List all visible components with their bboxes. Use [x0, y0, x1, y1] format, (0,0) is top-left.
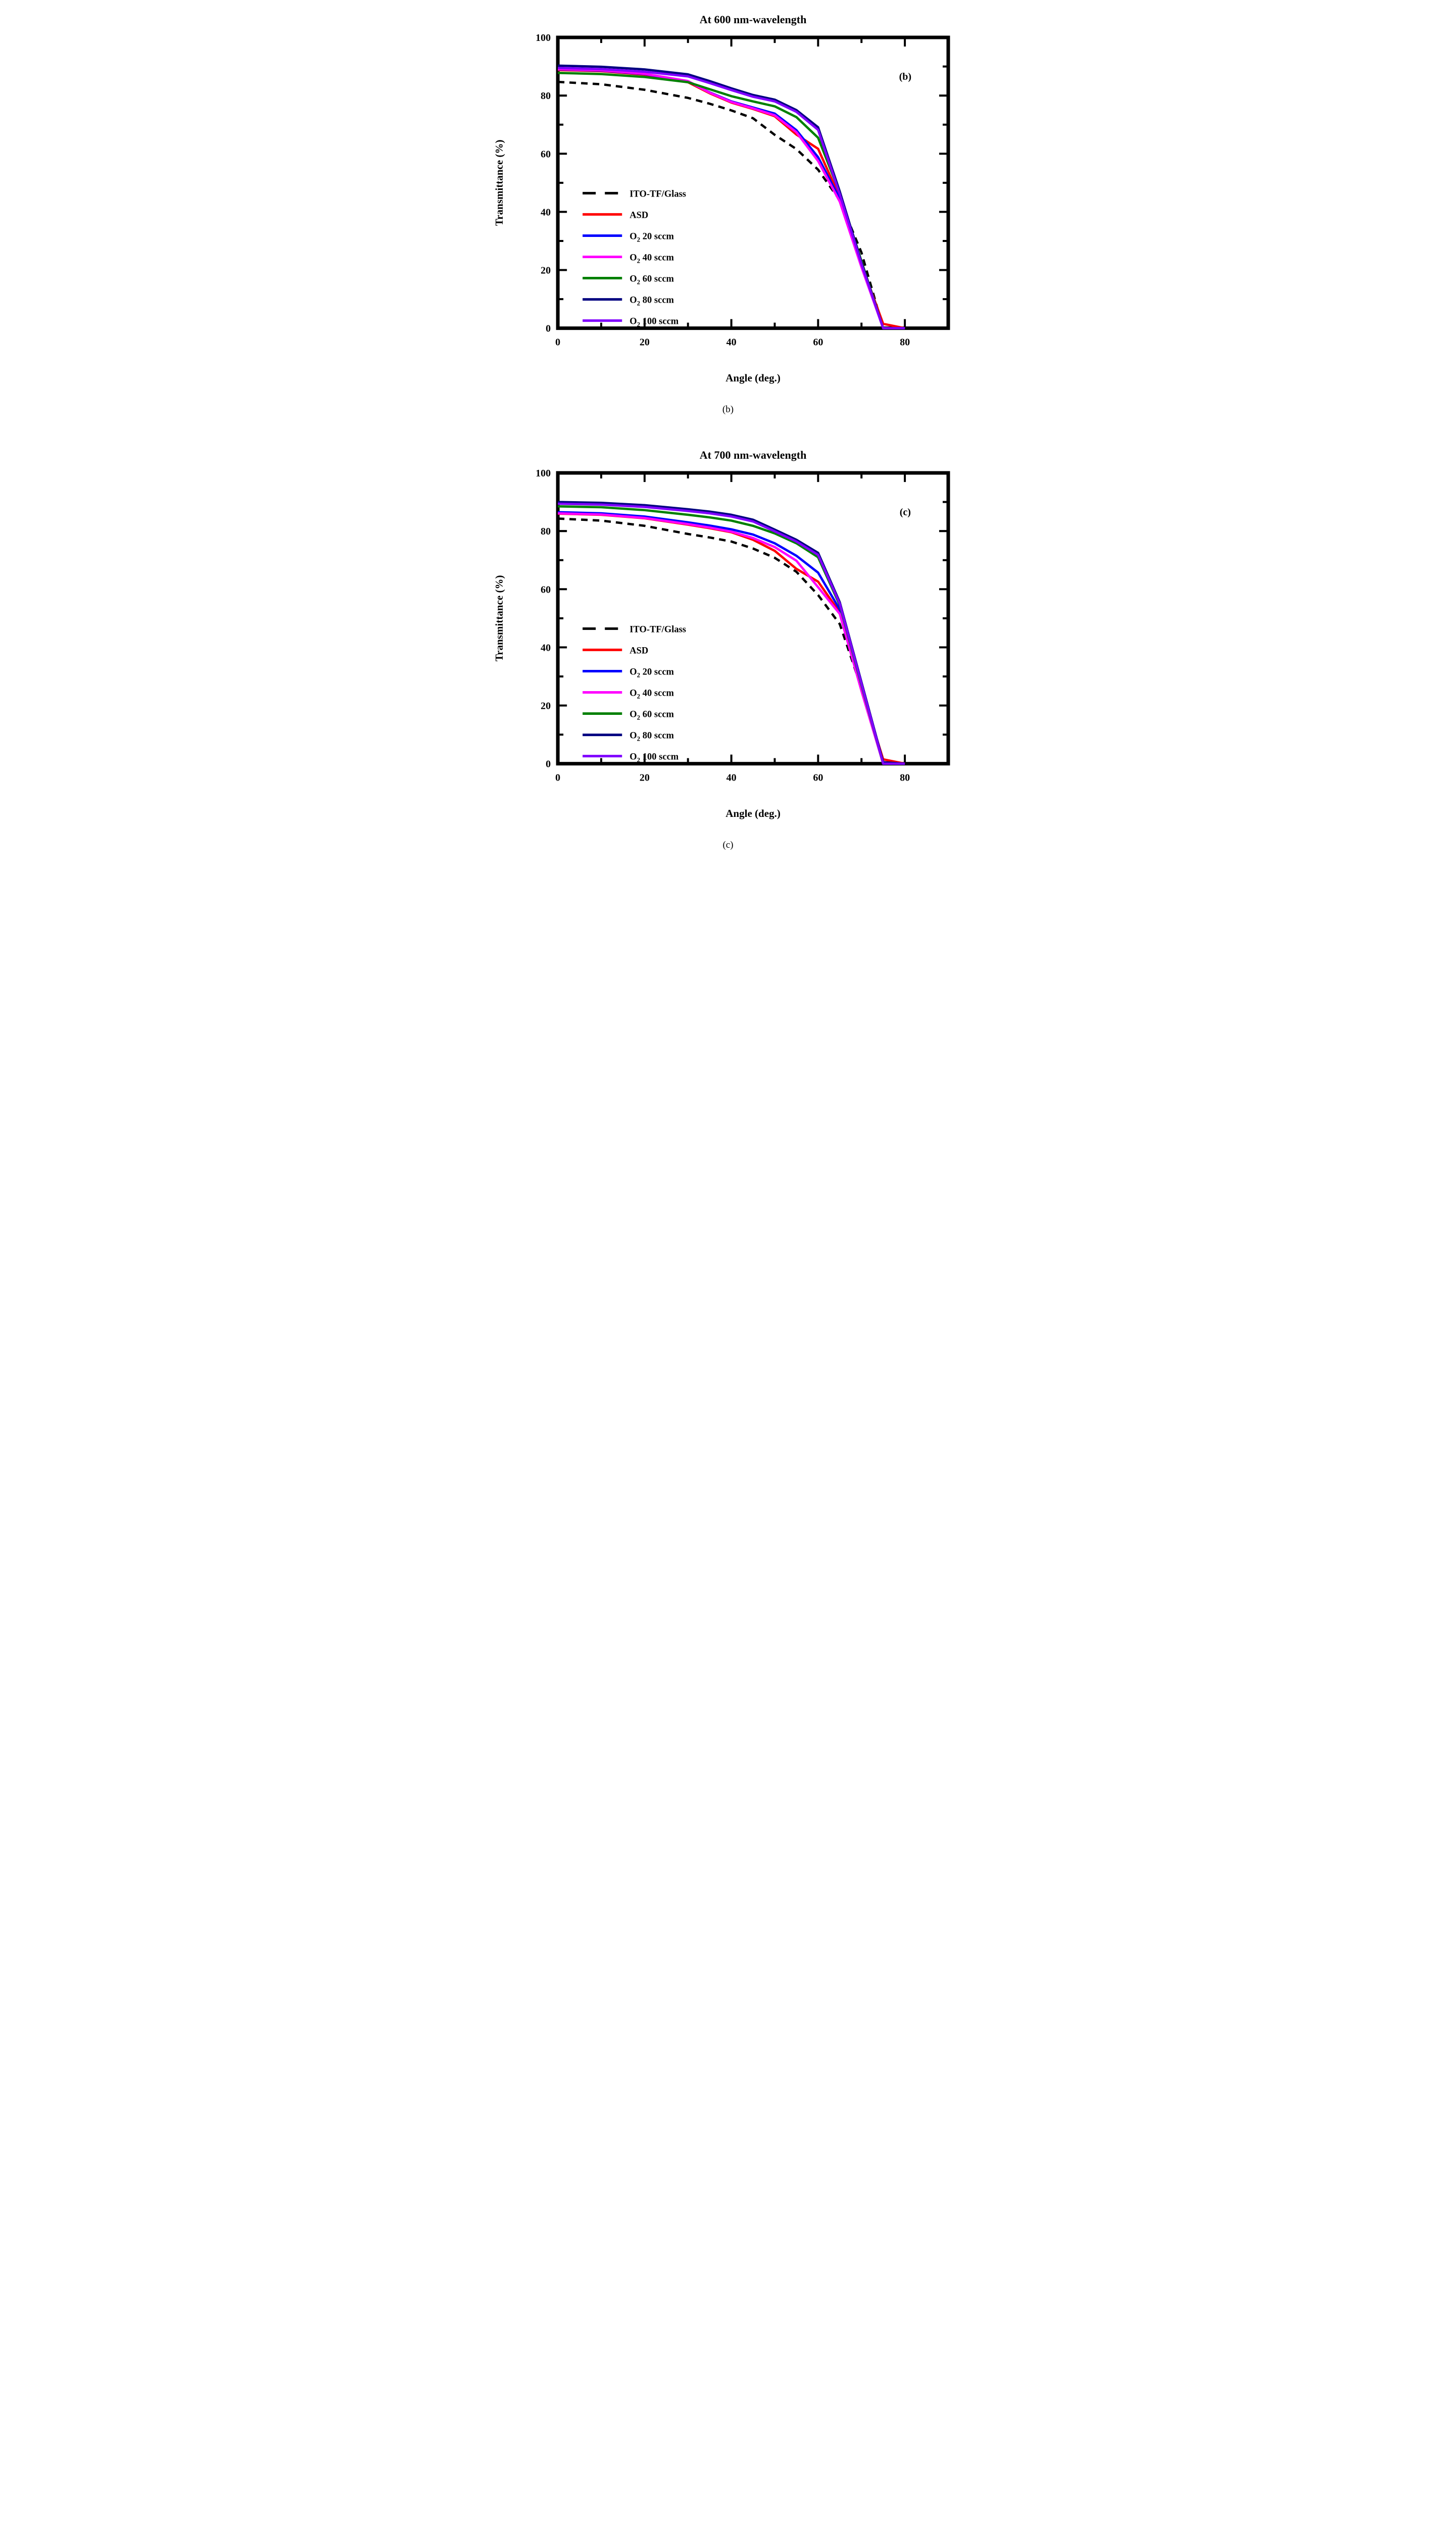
legend-label-o2-20-sccm: O2 20 sccm	[629, 667, 674, 678]
x-tick-labels: 0 20 40 60 80	[555, 337, 910, 348]
chart-b-section: At 600 nm-wavelength 0 20 40 60 80 0 20 40 60 80 10…	[486, 3, 971, 415]
series-line-o2-100-sccm	[557, 67, 905, 329]
svg-text:20: 20	[639, 337, 649, 348]
y-tick-labels: 0 20 40 60 80 100	[536, 32, 551, 334]
axis-ticks	[557, 37, 948, 328]
caption-c: (c)	[722, 839, 734, 850]
legend-item-o2-20-sccm: O2 20 sccm	[582, 231, 674, 243]
legend-item-o2-60-sccm: O2 60 sccm	[582, 709, 674, 721]
series-line-o2-60-sccm	[557, 505, 905, 765]
chart-title: At 600 nm-wavelength	[699, 13, 806, 26]
legend-label-ito-tf-glass: ITO-TF/Glass	[629, 189, 686, 199]
legend-item-o2-80-sccm: O2 80 sccm	[582, 296, 674, 307]
legend-label-o2-60-sccm: O2 60 sccm	[629, 274, 674, 286]
legend-item-o2-20-sccm: O2 20 sccm	[582, 667, 674, 678]
chart-b-canvas: At 600 nm-wavelength 0 20 40 60 80 0 20 40 60 80 10…	[493, 13, 950, 384]
svg-text:80: 80	[900, 337, 910, 348]
series-lines	[557, 64, 905, 329]
svg-text:0: 0	[555, 772, 560, 783]
figure-page: At 600 nm-wavelength 0 20 40 60 80 0 20 40 60 80 10…	[485, 0, 971, 889]
svg-text:20: 20	[639, 772, 649, 783]
y-axis-label: Transmittance (%)	[493, 140, 505, 226]
svg-text:80: 80	[541, 90, 551, 102]
svg-text:60: 60	[541, 584, 551, 595]
legend: ITO-TF/Glass ASD O2 20 sccm O2 40 sccm O2 60…	[582, 624, 686, 763]
legend-item-o2-80-sccm: O2 80 sccm	[582, 731, 674, 742]
legend: ITO-TF/Glass ASD O2 20 sccm O2 40 sccm O2 60…	[582, 189, 686, 328]
legend-item-ito-tf-glass: ITO-TF/Glass	[582, 189, 686, 199]
series-line-asd	[557, 69, 905, 329]
x-axis-label: Angle (deg.)	[725, 372, 781, 384]
series-line-o2-80-sccm	[557, 64, 905, 329]
panel-label: (c)	[899, 507, 910, 518]
svg-text:0: 0	[555, 337, 560, 348]
legend-label-o2-80-sccm: O2 80 sccm	[629, 296, 674, 307]
series-line-o2-40-sccm	[557, 68, 905, 329]
x-axis-label: Angle (deg.)	[725, 807, 781, 819]
series-line-o2-40-sccm	[557, 512, 905, 765]
chart-c-canvas: At 700 nm-wavelength 0 20 40 60 80 0 20 40 60 80 10…	[493, 449, 950, 819]
legend-label-o2-80-sccm: O2 80 sccm	[629, 731, 674, 742]
svg-text:0: 0	[546, 758, 551, 769]
series-lines	[557, 501, 905, 765]
legend-label-o2-60-sccm: O2 60 sccm	[629, 709, 674, 721]
svg-text:40: 40	[541, 642, 551, 653]
legend-item-o2-100-sccm: O2 100 sccm	[582, 752, 679, 763]
series-line-ito-tf-glass	[557, 517, 905, 765]
svg-text:40: 40	[726, 337, 736, 348]
svg-text:60: 60	[541, 149, 551, 160]
svg-text:0: 0	[546, 323, 551, 334]
axis-ticks	[557, 472, 948, 764]
svg-text:60: 60	[813, 772, 823, 783]
series-line-asd	[557, 512, 905, 765]
panel-label: (b)	[899, 71, 911, 82]
chart-c-section: At 700 nm-wavelength 0 20 40 60 80 0 20 40 60 80 10…	[486, 439, 971, 851]
legend-label-o2-40-sccm: O2 40 sccm	[629, 253, 674, 265]
chart-title: At 700 nm-wavelength	[699, 449, 806, 461]
series-line-o2-20-sccm	[557, 511, 905, 765]
legend-item-asd: ASD	[582, 210, 648, 220]
legend-item-o2-100-sccm: O2 100 sccm	[582, 317, 679, 328]
series-line-o2-20-sccm	[557, 68, 905, 329]
legend-label-o2-20-sccm: O2 20 sccm	[629, 231, 674, 243]
series-line-o2-100-sccm	[557, 502, 905, 765]
legend-item-ito-tf-glass: ITO-TF/Glass	[582, 624, 686, 635]
svg-text:40: 40	[541, 207, 551, 218]
legend-label-asd: ASD	[629, 646, 648, 656]
legend-label-asd: ASD	[629, 210, 648, 220]
caption-b: (b)	[722, 404, 734, 415]
plot-frame	[556, 35, 950, 330]
series-line-ito-tf-glass	[557, 80, 905, 329]
legend-label-o2-40-sccm: O2 40 sccm	[629, 688, 674, 700]
y-axis-label: Transmittance (%)	[493, 575, 505, 661]
svg-text:60: 60	[813, 337, 823, 348]
svg-text:20: 20	[541, 700, 551, 711]
svg-text:20: 20	[541, 265, 551, 276]
svg-text:100: 100	[536, 468, 551, 479]
svg-text:40: 40	[726, 772, 736, 783]
legend-item-o2-60-sccm: O2 60 sccm	[582, 274, 674, 286]
legend-label-o2-100-sccm: O2 100 sccm	[629, 317, 679, 328]
legend-label-o2-100-sccm: O2 100 sccm	[629, 752, 679, 763]
svg-text:80: 80	[900, 772, 910, 783]
legend-item-o2-40-sccm: O2 40 sccm	[582, 688, 674, 700]
y-tick-labels: 0 20 40 60 80 100	[536, 468, 551, 770]
legend-item-asd: ASD	[582, 646, 648, 656]
legend-label-ito-tf-glass: ITO-TF/Glass	[629, 624, 686, 635]
legend-item-o2-40-sccm: O2 40 sccm	[582, 253, 674, 265]
x-tick-labels: 0 20 40 60 80	[555, 772, 910, 783]
svg-text:80: 80	[541, 526, 551, 537]
svg-text:100: 100	[536, 32, 551, 43]
